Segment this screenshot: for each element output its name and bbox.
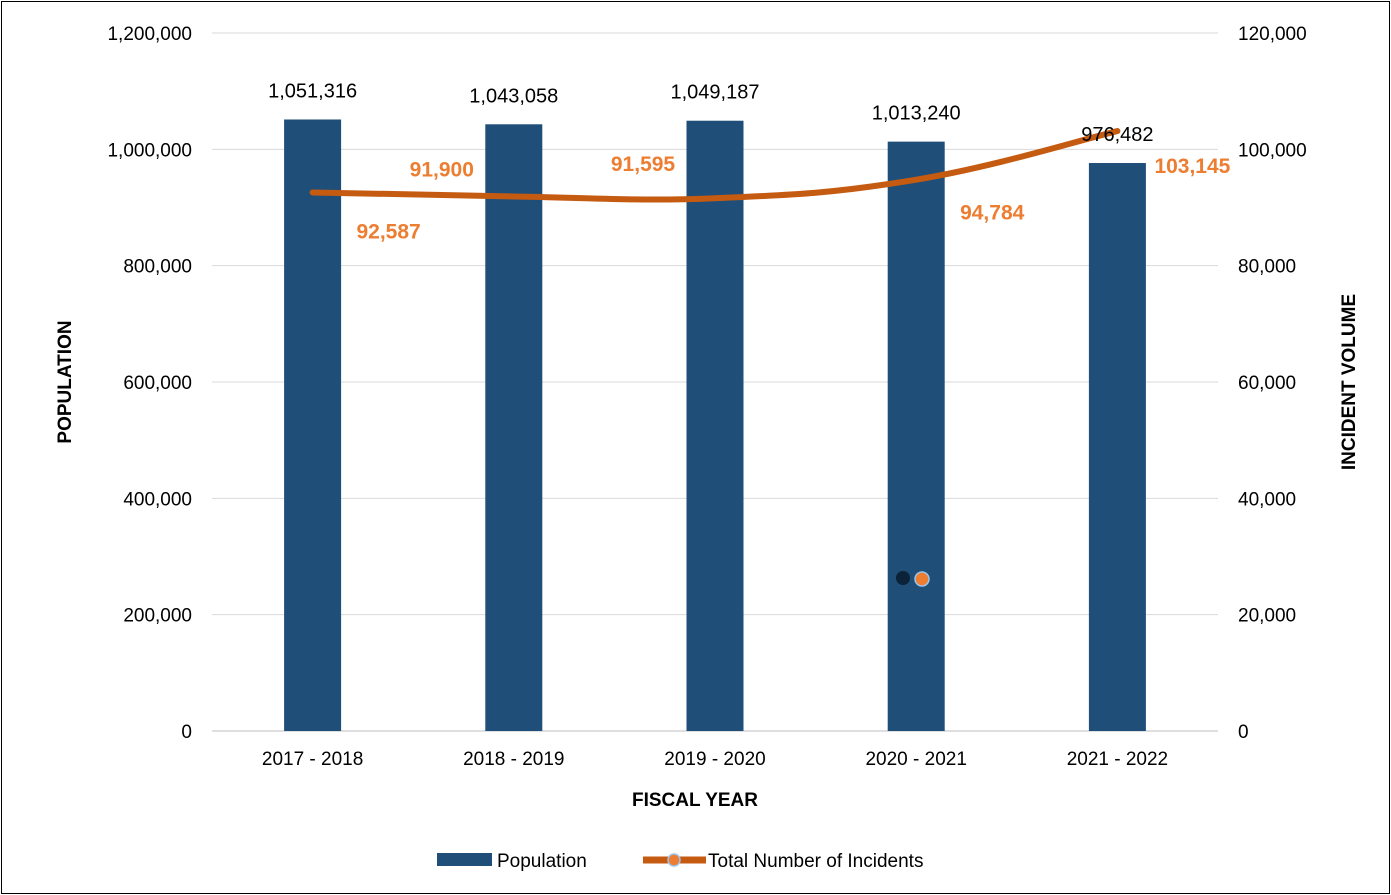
y-tick-label: 600,000	[123, 373, 192, 394]
bar-data-label: 1,051,316	[268, 80, 357, 102]
data-labels: 1,051,316 1,043,058 1,049,187 1,013,240 976,…	[268, 80, 1231, 243]
x-tick-label: 2018 - 2019	[463, 749, 564, 770]
x-tick-label: 2019 - 2020	[664, 749, 765, 770]
x-tick-label: 2021 - 2022	[1067, 749, 1168, 770]
population-bars	[284, 119, 1146, 732]
bar-data-label: 976,482	[1081, 124, 1153, 146]
bar	[887, 141, 945, 731]
bar-data-label: 1,013,240	[872, 103, 961, 125]
right-axis-ticks: 0 20,000 40,000 60,000 80,000 100,000 120,000	[1238, 24, 1307, 743]
y2-tick-label: 20,000	[1238, 606, 1296, 627]
x-axis-title: FISCAL YEAR	[632, 790, 758, 811]
line-data-label: 103,145	[1154, 155, 1230, 178]
legend: Population Total Number of Incidents	[437, 851, 923, 872]
y2-tick-label: 40,000	[1238, 489, 1296, 510]
stray-orange-marker	[914, 571, 930, 587]
x-tick-label: 2017 - 2018	[262, 749, 363, 770]
stray-dark-marker	[896, 571, 910, 585]
legend-incidents-label: Total Number of Incidents	[708, 851, 923, 872]
incidents-line	[309, 128, 1121, 203]
line-data-label: 91,595	[611, 153, 676, 176]
y2-tick-label: 0	[1238, 722, 1249, 743]
incidents-series-line	[309, 128, 1121, 203]
y-tick-label: 1,200,000	[107, 24, 192, 45]
bar	[485, 124, 543, 731]
line-data-label: 94,784	[960, 202, 1025, 225]
y-tick-label: 400,000	[123, 489, 192, 510]
left-axis-ticks: 0 200,000 400,000 600,000 800,000 1,000,000 1,…	[107, 24, 192, 743]
bar	[686, 120, 744, 731]
y2-axis-title: INCIDENT VOLUME	[1339, 294, 1360, 470]
y2-tick-label: 100,000	[1238, 140, 1307, 161]
y2-tick-label: 80,000	[1238, 257, 1296, 278]
legend-population-label: Population	[497, 851, 587, 872]
legend-incidents-marker	[667, 853, 681, 867]
y-tick-label: 0	[181, 722, 192, 743]
y-tick-label: 800,000	[123, 257, 192, 278]
y-tick-label: 1,000,000	[107, 140, 192, 161]
bar	[1088, 163, 1146, 732]
y2-tick-label: 120,000	[1238, 24, 1307, 45]
bar-data-label: 1,049,187	[671, 82, 760, 104]
line-data-label: 91,900	[410, 158, 474, 181]
x-tick-label: 2020 - 2021	[865, 749, 966, 770]
y2-tick-label: 60,000	[1238, 373, 1296, 394]
bar	[284, 119, 342, 732]
x-axis-ticks: 2017 - 2018 2018 - 2019 2019 - 2020 2020 - …	[262, 749, 1168, 770]
bar-data-label: 1,043,058	[469, 85, 558, 107]
y-axis-title: POPULATION	[55, 320, 76, 443]
stray-marker-artifact	[896, 571, 930, 587]
legend-population-swatch	[437, 853, 492, 866]
y-tick-label: 200,000	[123, 606, 192, 627]
line-data-label: 92,587	[356, 220, 420, 243]
